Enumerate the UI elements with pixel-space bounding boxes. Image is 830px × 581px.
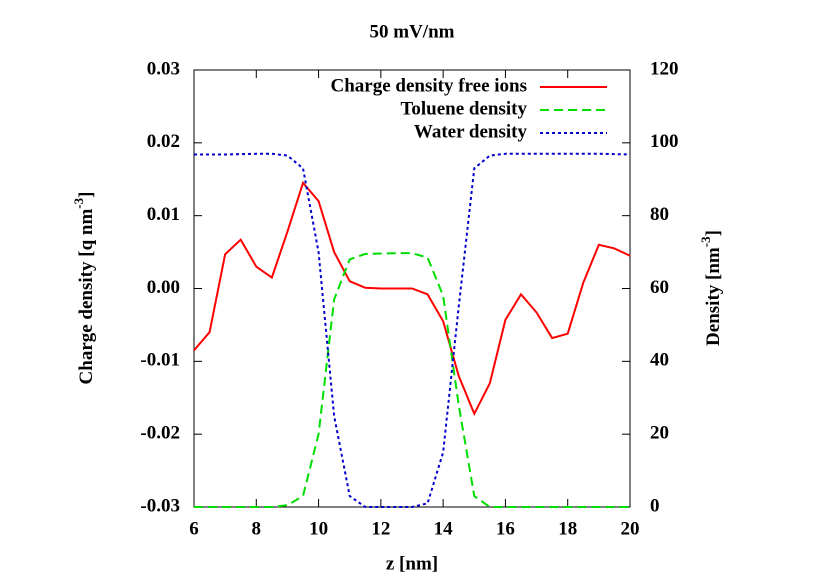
- data-line: [194, 152, 631, 508]
- y2-tick-label: 80: [650, 204, 669, 225]
- y-label-sup: -3: [71, 197, 86, 208]
- x-tick-label: 6: [189, 518, 199, 539]
- x-tick-label: 10: [309, 518, 328, 539]
- y-tick-label: -0.02: [140, 423, 180, 444]
- y-label-text: ]: [76, 192, 97, 198]
- legend-label: Toluene density: [400, 98, 527, 119]
- legend-label: Charge density free ions: [331, 75, 528, 96]
- y2-tick-label: 60: [650, 277, 669, 298]
- y-tick-label: 0.02: [147, 131, 180, 152]
- y2-tick-label: 120: [650, 58, 679, 79]
- x-tick-label: 16: [496, 518, 515, 539]
- legend-label: Water density: [414, 121, 528, 142]
- x-tick-label: 12: [371, 518, 390, 539]
- x-tick-label: 8: [252, 518, 262, 539]
- y-tick-label: -0.03: [140, 495, 180, 516]
- y2-tick-label: 0: [650, 495, 660, 516]
- chart-title: 50 mV/nm: [370, 21, 455, 42]
- y2-label-text: Density [nm: [703, 247, 724, 346]
- y2-tick-label: 40: [650, 350, 669, 371]
- y2-label-text: ]: [703, 230, 724, 236]
- y-label-text: Charge density [q nm: [76, 209, 97, 385]
- y-tick-label: 0.00: [147, 277, 180, 298]
- y2-tick-label: 100: [650, 131, 679, 152]
- y-axis-label: Charge density [q nm-3]: [71, 192, 97, 385]
- x-axis-label: z [nm]: [386, 553, 438, 574]
- x-tick-label: 14: [434, 518, 454, 539]
- x-tick-label: 20: [621, 518, 640, 539]
- x-tick-label: 18: [558, 518, 577, 539]
- data-line: [193, 180, 631, 417]
- y-tick-label: 0.01: [147, 204, 180, 225]
- y2-label-sup: -3: [698, 236, 713, 247]
- y-tick-label: -0.01: [140, 350, 180, 371]
- data-line: [194, 252, 630, 508]
- y2-tick-label: 20: [650, 423, 669, 444]
- y-tick-label: 0.03: [147, 58, 180, 79]
- y2-axis-label: Density [nm-3]: [698, 230, 724, 346]
